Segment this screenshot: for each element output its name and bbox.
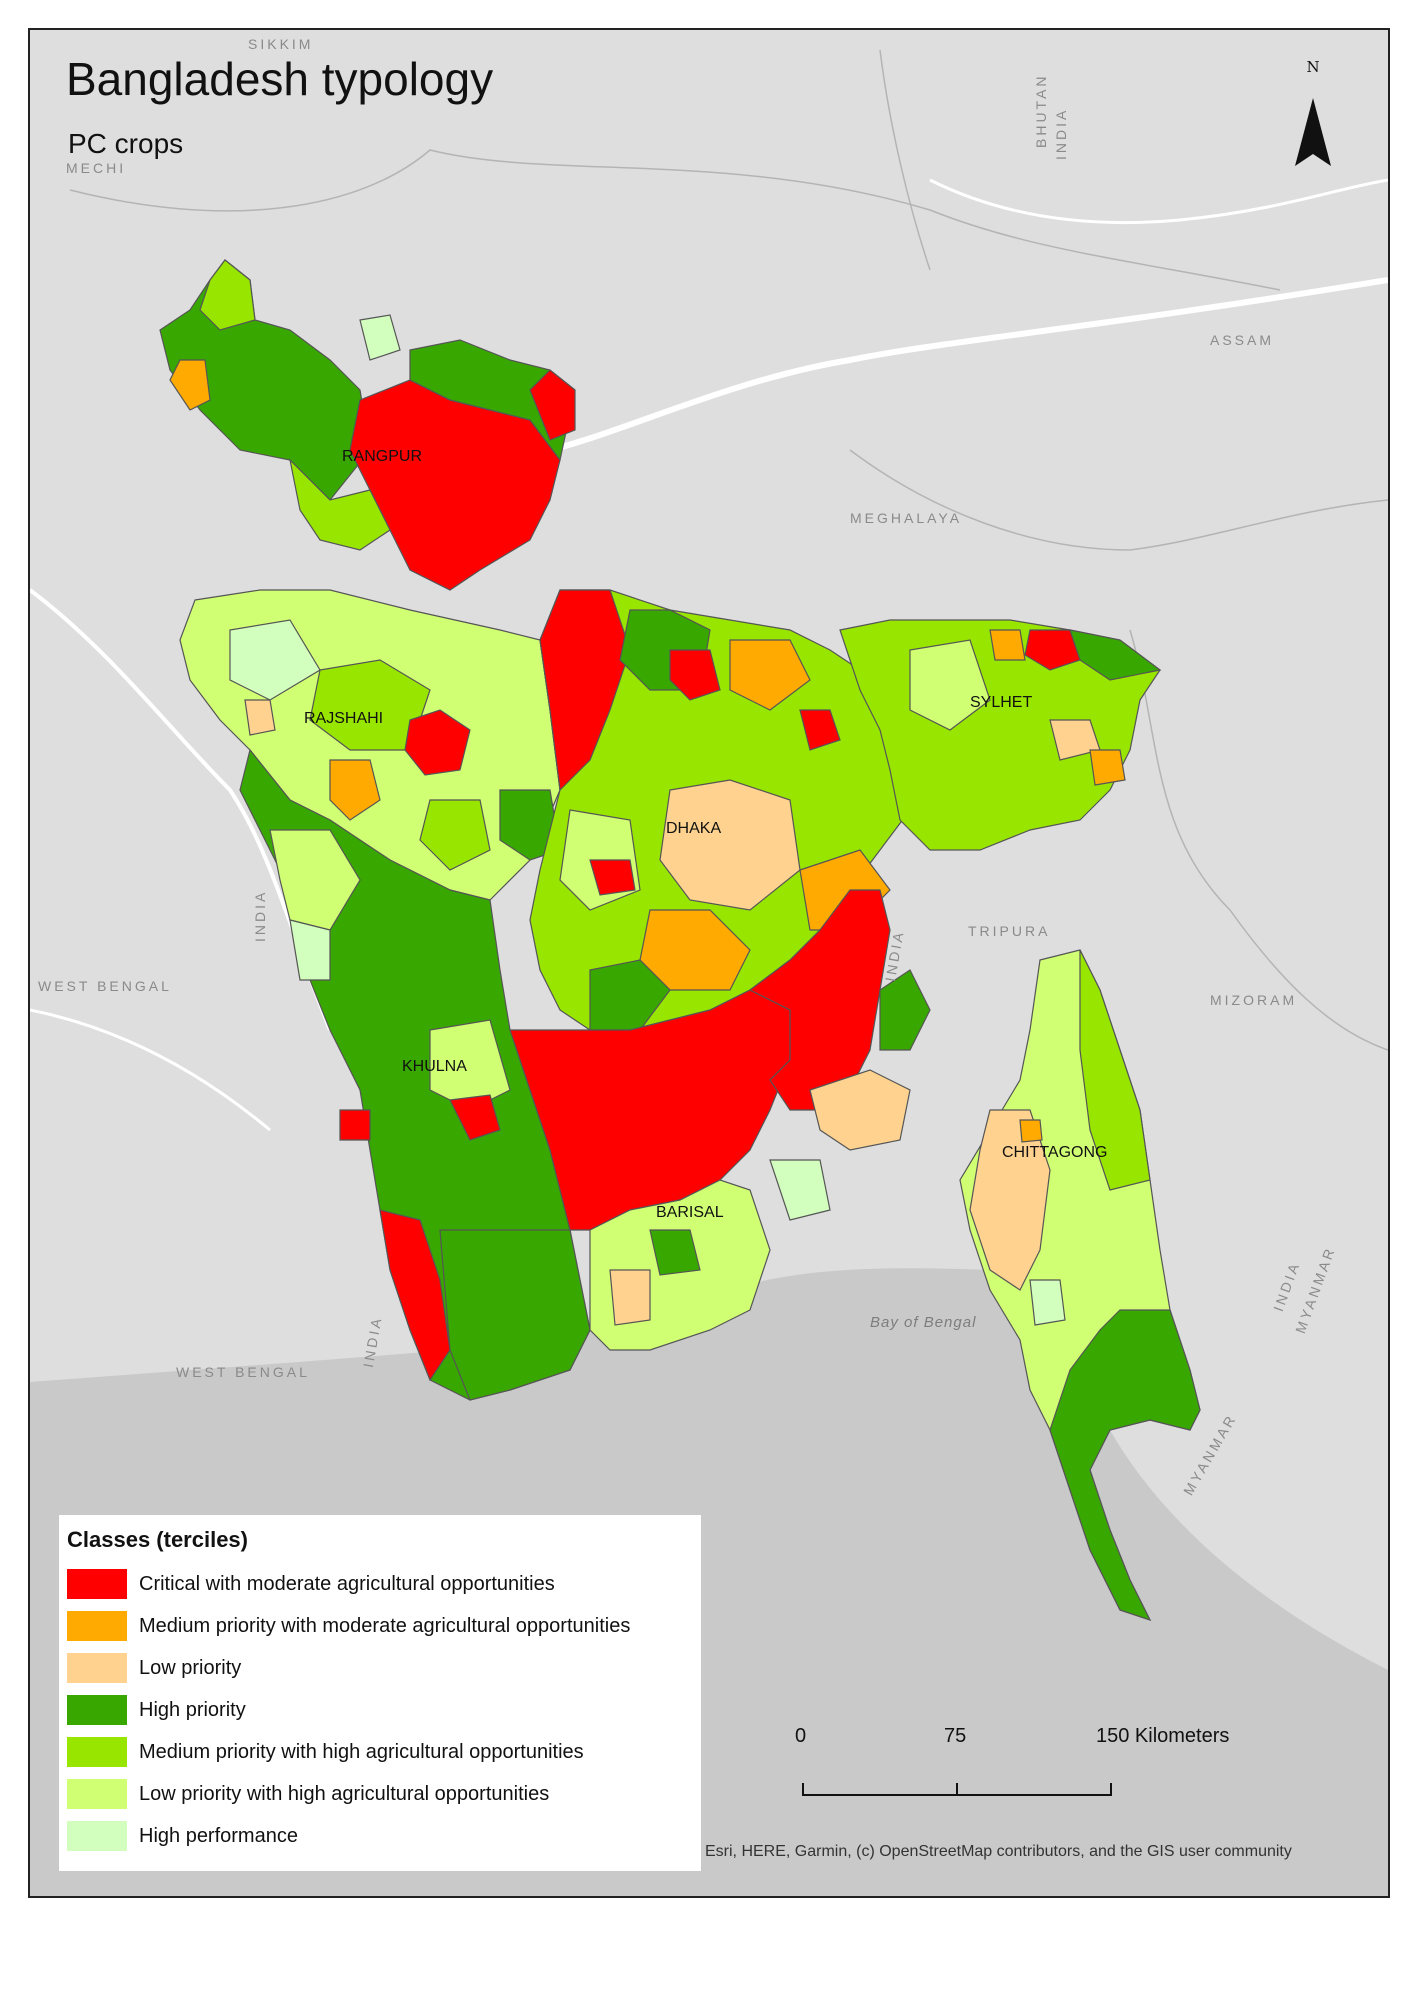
legend-label: Low priority: [139, 1656, 242, 1679]
legend-label: Critical with moderate agricultural oppo…: [139, 1572, 555, 1595]
region-dhaka-red-a: [669, 649, 721, 701]
region-rangpur-west-b: [199, 259, 256, 331]
division-label-sylhet: SYLHET: [970, 694, 1033, 711]
region-barisal-lightorange: [609, 1269, 651, 1326]
region-khulna-c: [339, 1109, 371, 1141]
place-label-west-bengal-2: WEST BENGAL: [176, 1364, 310, 1380]
region-comilla-green: [879, 969, 931, 1051]
place-label-bay-of-bengal: Bay of Bengal: [870, 1314, 977, 1331]
region-rajshahi-f: [419, 799, 491, 871]
river: [549, 277, 1388, 453]
place-label-india-top: INDIA: [1053, 107, 1069, 160]
place-label-meghalaya: MEGHALAYA: [850, 510, 963, 526]
region-rangpur-ne: [529, 369, 576, 441]
state-border: [69, 149, 1281, 291]
map-title: Bangladesh typology: [66, 53, 494, 105]
division-label-chittagong: CHITTAGONG: [1002, 1144, 1108, 1161]
north-arrow-icon: [1295, 98, 1331, 166]
river: [30, 1008, 271, 1132]
bangladesh-map: [159, 259, 1201, 1622]
region-dhaka-red-c: [589, 859, 636, 896]
legend-title: Classes (terciles): [67, 1527, 248, 1552]
legend: Classes (terciles) Critical with moderat…: [58, 1514, 702, 1872]
legend-swatch: [67, 1611, 127, 1641]
scale-tick-0: 0: [795, 1725, 807, 1747]
legend-label: Medium priority with moderate agricultur…: [139, 1614, 631, 1637]
region-chittagong-green: [1049, 1309, 1201, 1622]
region-sylhet-red: [1024, 629, 1081, 671]
division-label-dhaka: DHAKA: [666, 820, 722, 837]
region-barisal: [509, 989, 791, 1231]
place-label-mizoram: MIZORAM: [1210, 992, 1298, 1008]
region-sylhet-green: [1069, 629, 1162, 681]
place-label-west-bengal: WEST BENGAL: [38, 978, 172, 994]
legend-item: Critical with moderate agricultural oppo…: [67, 1567, 555, 1601]
legend-item: Medium priority with moderate agricultur…: [67, 1609, 630, 1643]
region-chittagong-light: [1029, 1279, 1066, 1326]
scale-bar: [802, 1783, 1112, 1796]
legend-swatch: [67, 1569, 127, 1599]
attribution-text: Esri, HERE, Garmin, (c) OpenStreetMap co…: [705, 1843, 1292, 1860]
region-khulna-b: [289, 919, 331, 981]
region-rajshahi-c: [404, 709, 471, 776]
region-rajshahi-g: [244, 699, 276, 736]
map-subtitle: PC crops: [68, 128, 184, 159]
region-khulna-sundarban: [439, 1229, 591, 1401]
north-label: N: [1306, 58, 1320, 76]
region-rangpur-light: [359, 314, 401, 361]
region-rajshahi-d: [329, 759, 381, 821]
legend-swatch: [67, 1821, 127, 1851]
region-chittagong-medgreen: [1079, 949, 1151, 1191]
region-rangpur-east: [409, 339, 576, 462]
legend-swatch: [67, 1695, 127, 1725]
place-label-assam: ASSAM: [1210, 332, 1275, 348]
legend-label: High priority: [139, 1698, 246, 1721]
legend-label: High performance: [139, 1824, 298, 1847]
place-label-tripura: TRIPURA: [968, 923, 1051, 939]
state-border: [849, 449, 1388, 551]
region-dhaka-lightorange: [659, 779, 801, 911]
scale-tick-75: 75: [944, 1725, 967, 1747]
legend-item: Low priority: [67, 1651, 241, 1685]
region-rangpur-south: [289, 458, 391, 551]
scale-tick-150: 150 Kilometers: [1096, 1725, 1230, 1747]
legend-item: Medium priority with high agricultural o…: [67, 1735, 584, 1769]
place-label-mechi: MECHI: [66, 160, 127, 176]
legend-label: Medium priority with high agricultural o…: [139, 1740, 584, 1763]
state-border: [1129, 629, 1388, 1051]
region-dhaka-red-b: [799, 709, 841, 751]
legend-item: High performance: [67, 1819, 298, 1853]
place-label-bhutan: BHUTAN: [1033, 73, 1049, 148]
region-sylhet-light: [909, 639, 991, 731]
map-frame: Bangladesh typology PC crops SIKKIM MECH…: [28, 28, 1390, 1898]
division-label-rajshahi: RAJSHAHI: [304, 710, 384, 727]
legend-swatch: [67, 1779, 127, 1809]
region-sylhet-orange-e: [1089, 749, 1126, 786]
region-rangpur-west-c: [169, 359, 211, 411]
region-dhaka-red-north: [539, 589, 631, 792]
division-label-rangpur: RANGPUR: [342, 448, 423, 465]
region-dhaka-orange-n: [729, 639, 811, 711]
region-comilla-lightorange: [809, 1069, 911, 1151]
legend-swatch: [67, 1653, 127, 1683]
place-label-sikkim: SIKKIM: [248, 36, 314, 52]
division-label-barisal: BARISAL: [656, 1204, 724, 1221]
river: [929, 178, 1388, 225]
region-chittagong-orange: [1019, 1119, 1043, 1143]
region-khulna-sundarban-red: [379, 1209, 451, 1382]
region-barisal-light: [769, 1159, 831, 1221]
place-label-india-west: INDIA: [252, 889, 268, 942]
legend-item: High priority: [67, 1693, 246, 1727]
legend-label: Low priority with high agricultural oppo…: [139, 1782, 550, 1805]
region-barisal-green: [649, 1229, 701, 1276]
region-khulna-e: [449, 1094, 501, 1141]
region-dhaka-green-s: [589, 959, 671, 1031]
division-label-khulna: KHULNA: [402, 1058, 467, 1075]
region-rajshahi-a: [229, 619, 321, 701]
legend-swatch: [67, 1737, 127, 1767]
state-border: [879, 49, 931, 271]
legend-item: Low priority with high agricultural oppo…: [67, 1777, 549, 1811]
region-sylhet-orange: [989, 629, 1026, 661]
region-comilla: [748, 889, 891, 1111]
